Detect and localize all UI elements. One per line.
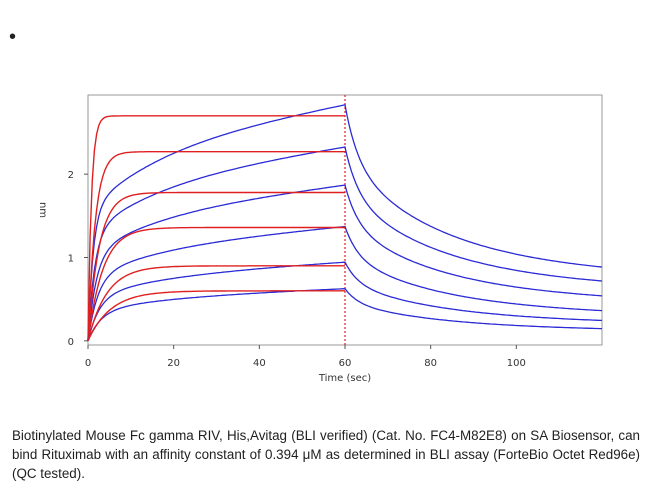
fit-curve [87,290,345,342]
y-tick-label: 2 [68,170,74,181]
x-tick-label: 20 [167,358,180,369]
x-tick-label: 100 [507,358,526,369]
fit-curve [87,191,345,341]
x-tick-label: 80 [424,358,437,369]
figure-caption: Biotinylated Mouse Fc gamma RIV, His,Avi… [12,428,640,481]
measured-curve [87,184,603,341]
y-tick-label: 0 [68,337,74,348]
measured-curve [87,104,603,341]
x-axis-label: Time (sec) [318,373,371,384]
measured-curve [87,261,602,341]
measured-curve [87,225,603,341]
list-bullet: • [9,26,17,48]
measured-curve [87,288,602,342]
y-axis-label: nm [37,202,48,218]
fit-curve [87,115,345,341]
y-tick-label: 1 [68,254,74,265]
fit-curve [87,226,345,341]
measured-curve [87,146,603,341]
x-tick-label: 60 [339,358,352,369]
x-tick-label: 40 [253,358,266,369]
bli-sensorgram-chart: 0 20 40 60 80 100 0 1 2 Time (sec) nm [37,94,603,384]
x-tick-label: 0 [85,358,91,369]
fit-curve [87,151,345,341]
fit-curve [87,265,345,341]
